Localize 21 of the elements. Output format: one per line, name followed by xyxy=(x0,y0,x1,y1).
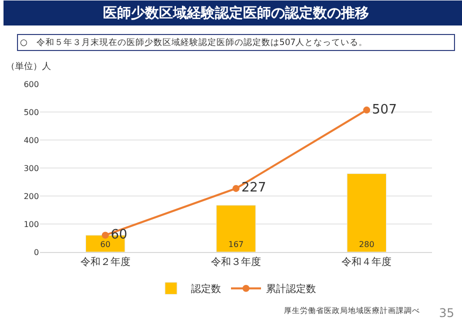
data-label: 227 xyxy=(241,180,266,196)
data-label: 280 xyxy=(359,240,374,249)
y-axis-title: （単位）人 xyxy=(6,61,51,72)
x-tick-label: 令和２年度 xyxy=(80,256,130,268)
y-tick-label: 100 xyxy=(24,220,39,229)
data-label: 167 xyxy=(228,240,244,249)
text: 35 xyxy=(439,306,454,320)
legend-label: 認定数 xyxy=(191,283,221,296)
y-tick-label: 500 xyxy=(24,108,39,117)
x-tick-label: 令和３年度 xyxy=(211,256,261,268)
chart-subtitle: ○ 令和５年３月末現在の医師少数区域経験認定医師の認定数は507人となっている。 xyxy=(20,37,368,48)
y-tick-label: 600 xyxy=(24,80,39,89)
data-label: 507 xyxy=(372,102,397,118)
legend-label: 累計認定数 xyxy=(266,283,316,296)
y-tick-label: 200 xyxy=(24,192,39,201)
y-tick-label: 400 xyxy=(24,136,39,145)
data-label: 60 xyxy=(100,240,110,249)
y-tick-label: 0 xyxy=(34,248,39,257)
y-tick-label: 300 xyxy=(24,164,39,173)
x-tick-label: 令和４年度 xyxy=(342,256,392,268)
chart-title: 医師少数区域経験認定医師の認定数の推移 xyxy=(103,4,369,22)
